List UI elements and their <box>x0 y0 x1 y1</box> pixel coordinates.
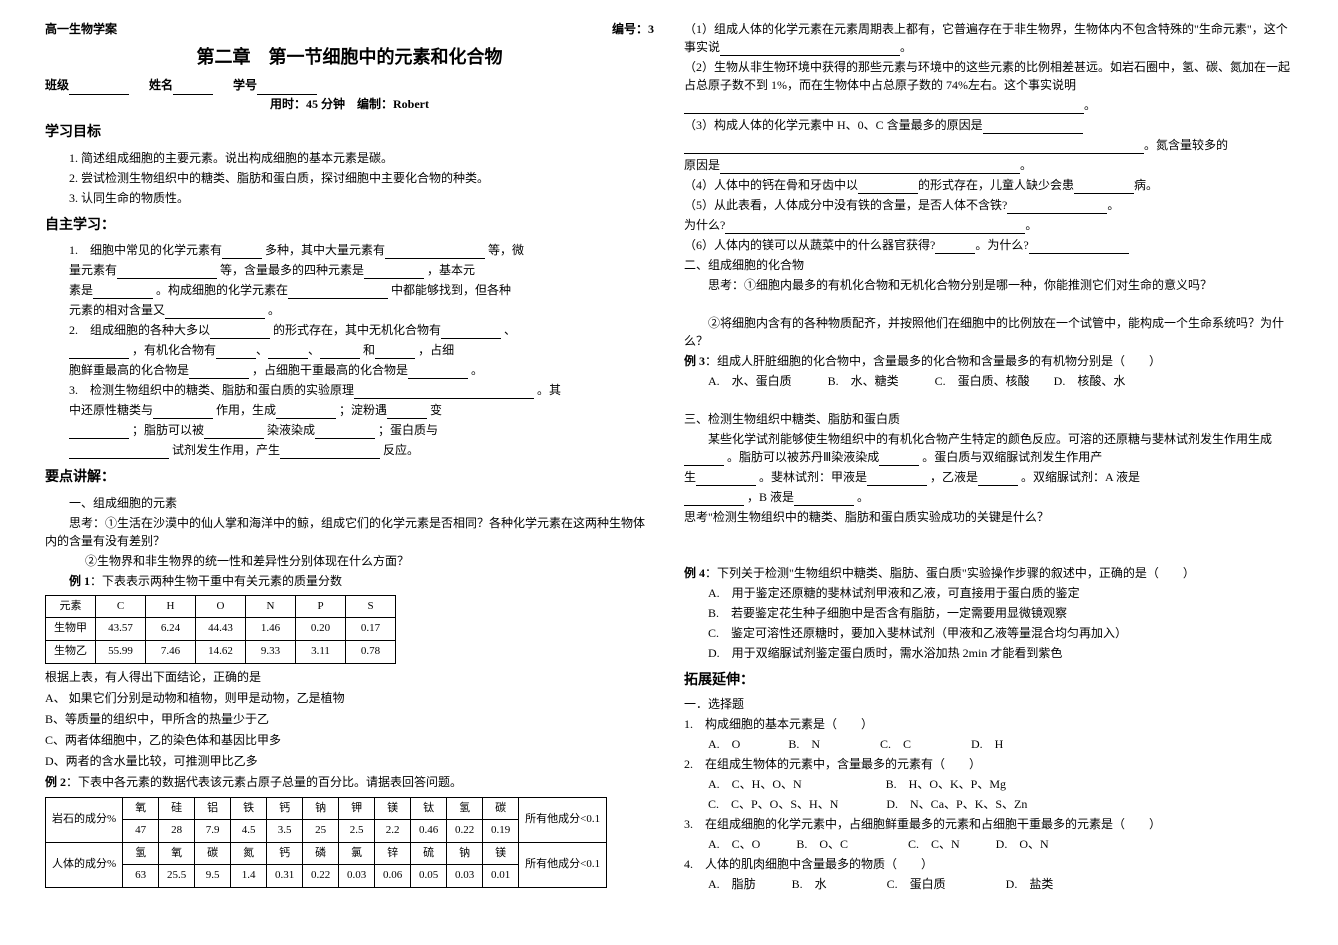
time-label: 用时：45 分钟 编制：Robert <box>45 95 654 114</box>
header-right: 编号：3 <box>612 20 654 39</box>
header-line: 高一生物学案 编号：3 <box>45 20 654 39</box>
key-sub1: 一、组成细胞的元素 <box>69 494 654 512</box>
title-main: 第二章 第一节细胞中的元素和化合物 <box>45 43 654 72</box>
ex1-c: C、两者体细胞中，乙的染色体和基因比甲多 <box>45 731 654 750</box>
right-column: （1）组成人体的化学元素在元素周期表上都有，它普遍存在于非生物界，生物体内不包含… <box>669 20 1308 925</box>
ext-q4: 4. 人体的肌肉细胞中含量最多的物质（ ） <box>684 855 1293 873</box>
ex1-d: D、两者的含水量比较，可推测甲比乙多 <box>45 752 654 771</box>
class-label: 班级 <box>45 76 129 95</box>
goal-3: 3. 认同生命的物质性。 <box>69 189 654 207</box>
subheader: 班级 姓名 学号 <box>45 76 654 95</box>
key-title: 要点讲解： <box>45 467 654 489</box>
ex3: 例 3：组成人肝脏细胞的化合物中，含量最多的化合物和含量最多的有机物分别是（ ） <box>684 352 1293 370</box>
ex1-after: 根据上表，有人得出下面结论，正确的是 <box>45 668 654 687</box>
ex4-b: B. 若要鉴定花生种子细胞中是否含有脂肪，一定需要用显微镜观察 <box>684 604 1293 622</box>
think2b: ②将细胞内含有的各种物质配齐，并按照他们在细胞中的比例放在一个试管中，能构成一个… <box>684 314 1293 350</box>
sub3: 三、检测生物组织中糖类、脂肪和蛋白质 <box>684 410 1293 428</box>
ext-q3: 3. 在组成细胞的化学元素中，占细胞鲜重最多的元素和占细胞干重最多的元素是（ ） <box>684 815 1293 833</box>
ext-q4-opts: A. 脂肪 B. 水 C. 蛋白质 D. 盐类 <box>684 875 1293 893</box>
ex4: 例 4：下列关于检测"生物组织中糖类、脂肪、蛋白质"实验操作步骤的叙述中，正确的… <box>684 564 1293 582</box>
left-column: 高一生物学案 编号：3 第二章 第一节细胞中的元素和化合物 班级 姓名 学号 用… <box>30 20 669 925</box>
ext-q1-opts: A. O B. N C. C D. H <box>684 735 1293 753</box>
ex1-a: A、 如果它们分别是动物和植物，则甲是动物，乙是植物 <box>45 689 654 708</box>
name-label: 姓名 <box>149 76 213 95</box>
ex2: 例 2：下表中各元素的数据代表该元素占原子总量的百分比。请据表回答问题。 <box>45 773 654 792</box>
ex3-opts: A. 水、蛋白质 B. 水、糖类 C. 蛋白质、核酸 D. 核酸、水 <box>684 372 1293 390</box>
table-row: 岩石的成分% 氧 硅 铝 铁 钙 钠 钾 镁 钛 氢 碳 所有他成分<0.1 <box>46 797 607 820</box>
ext-title: 拓展延伸： <box>684 670 1293 691</box>
ex1-b: B、等质量的组织中，甲所含的热量少于乙 <box>45 710 654 729</box>
sub2: 二、组成细胞的化合物 <box>684 256 1293 274</box>
key-think2: ②生物界和非生物界的统一性和差异性分别体现在什么方面？ <box>45 552 654 570</box>
key-block: 一、组成细胞的元素 <box>45 494 654 512</box>
ext-q3-opts: A. C、O B. O、C C. C、N D. O、N <box>684 835 1293 853</box>
ext-q1: 1. 构成细胞的基本元素是（ ） <box>684 715 1293 733</box>
ex4-c: C. 鉴定可溶性还原糖时，要加入斐林试剂（甲液和乙液等量混合均匀再加入） <box>684 624 1293 642</box>
ext-q2: 2. 在组成生物体的元素中，含量最多的元素有（ ） <box>684 755 1293 773</box>
self-block: 1. 细胞中常见的化学元素有 多种，其中大量元素有 等，微 量元素有 等，含量最… <box>45 241 654 459</box>
ext-q2-a: A. C、H、O、N B. H、O、K、P、Mg <box>684 775 1293 793</box>
table-row: 元素 C H O N P S <box>46 595 396 618</box>
sub3-think: 思考"检测生物组织中的糖类、脂肪和蛋白质实验成功的关键是什么？ <box>684 508 1293 526</box>
goal-2: 2. 尝试检测生物组织中的糖类、脂肪和蛋白质，探讨细胞中主要化合物的种类。 <box>69 169 654 187</box>
ex4-d: D. 用于双缩脲试剂鉴定蛋白质时，需水浴加热 2min 才能看到紫色 <box>684 644 1293 662</box>
table-1: 元素 C H O N P S 生物甲 43.57 6.24 44.43 1.46… <box>45 595 396 664</box>
table-2: 岩石的成分% 氧 硅 铝 铁 钙 钠 钾 镁 钛 氢 碳 所有他成分<0.1 4… <box>45 797 607 888</box>
goal-1: 1. 简述组成细胞的主要元素。说出构成细胞的基本元素是碳。 <box>69 149 654 167</box>
id-label: 学号 <box>233 76 317 95</box>
header-left: 高一生物学案 <box>45 20 117 39</box>
ex4-a: A. 用于鉴定还原糖的斐林试剂甲液和乙液，可直接用于蛋白质的鉴定 <box>684 584 1293 602</box>
self-title: 自主学习： <box>45 215 654 237</box>
goals: 1. 简述组成细胞的主要元素。说出构成细胞的基本元素是碳。 2. 尝试检测生物组… <box>45 149 654 207</box>
table-row: 人体的成分% 氢 氧 碳 氮 钙 磷 氯 锌 硫 钠 镁 所有他成分<0.1 <box>46 842 607 865</box>
think2a: 思考：①细胞内最多的有机化合物和无机化合物分别是哪一种，你能推测它们对生命的意义… <box>684 276 1293 294</box>
ext-q2-b: C. C、P、O、S、H、N D. N、Ca、P、K、S、Zn <box>684 795 1293 813</box>
key-think1: 思考：①生活在沙漠中的仙人掌和海洋中的鲸，组成它们的化学元素是否相同？各种化学元… <box>45 514 654 550</box>
goal-title: 学习目标 <box>45 122 654 144</box>
ext-sub: 一．选择题 <box>684 695 1293 713</box>
ex1: 例 1：下表表示两种生物干重中有关元素的质量分数 <box>45 572 654 591</box>
table-row: 生物甲 43.57 6.24 44.43 1.46 0.20 0.17 <box>46 618 396 641</box>
table-row: 生物乙 55.99 7.46 14.62 9.33 3.11 0.78 <box>46 640 396 663</box>
